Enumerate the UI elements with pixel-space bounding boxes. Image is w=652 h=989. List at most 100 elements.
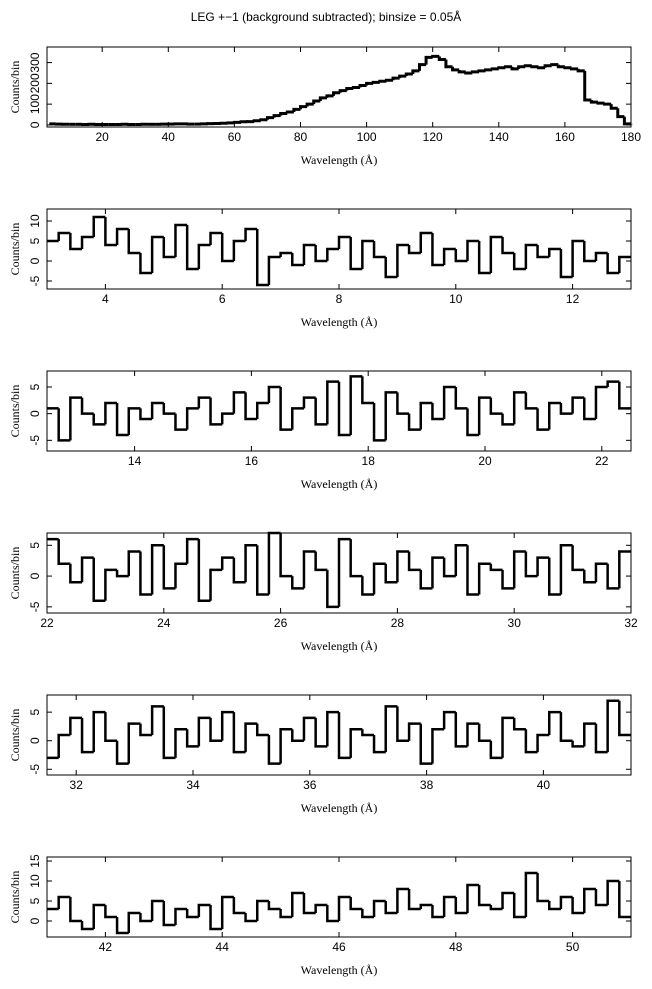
- step-segment: [571, 396, 585, 414]
- step-segment: [431, 403, 445, 421]
- step-segment: [477, 396, 491, 435]
- step-segment: [92, 903, 106, 929]
- step-segment: [361, 909, 375, 919]
- step-segment: [139, 913, 153, 923]
- step-segment: [451, 66, 460, 72]
- step-segment: [512, 391, 526, 425]
- x-tick-label: 38: [420, 778, 434, 792]
- step-segment: [454, 712, 468, 748]
- step-segment: [349, 237, 363, 271]
- step-segment: [536, 66, 546, 70]
- step-segment: [424, 55, 433, 65]
- x-tick-label: 60: [228, 130, 242, 144]
- step-segment: [497, 66, 506, 70]
- step-segment: [594, 889, 608, 907]
- x-tick-label: 20: [96, 130, 110, 144]
- step-segment: [92, 557, 106, 602]
- step-segment: [559, 895, 573, 909]
- step-segment: [162, 901, 176, 927]
- x-tick-label: 42: [99, 940, 113, 954]
- step-segment: [606, 699, 620, 753]
- x-tick-label: 12: [566, 292, 580, 306]
- step-segment: [185, 729, 199, 748]
- step-segment: [162, 706, 176, 760]
- step-segment: [384, 705, 398, 753]
- step-segment: [291, 729, 304, 742]
- step-segment: [618, 700, 631, 737]
- step-segment: [396, 392, 410, 415]
- step-segment: [419, 569, 433, 590]
- step-segment: [150, 899, 164, 921]
- step-segment: [174, 413, 188, 431]
- step-segment: [244, 227, 258, 241]
- x-tick-label: 100: [357, 130, 377, 144]
- step-segment: [547, 901, 561, 911]
- step-segment: [501, 569, 515, 590]
- step-segment: [272, 114, 281, 118]
- step-segment: [337, 895, 351, 921]
- step-segment: [466, 239, 480, 261]
- step-segment: [437, 56, 446, 61]
- x-tick-label: 22: [40, 616, 54, 630]
- step-segment: [150, 544, 164, 595]
- x-tick-label: 160: [555, 130, 575, 144]
- step-segment: [80, 556, 94, 583]
- step-segment: [606, 879, 620, 905]
- step-segment: [417, 63, 427, 71]
- y-axis-label: Counts/bin: [8, 709, 22, 762]
- step-segment: [57, 539, 71, 566]
- x-tick-label: 48: [449, 940, 463, 954]
- step-segment: [139, 408, 153, 421]
- step-segment: [372, 562, 386, 595]
- step-segment: [501, 237, 515, 255]
- step-segment: [302, 243, 316, 265]
- x-axis-label: Wavelength (Å): [301, 477, 378, 491]
- step-segment: [349, 375, 363, 435]
- step-segment: [220, 556, 234, 570]
- step-segment: [547, 557, 561, 596]
- x-tick-label: 34: [186, 778, 200, 792]
- step-segment: [291, 253, 304, 267]
- step-segment: [232, 712, 246, 754]
- step-segment: [470, 70, 479, 74]
- step-segment: [477, 885, 491, 907]
- step-segment: [372, 899, 386, 917]
- step-segment: [407, 722, 421, 741]
- step-segment: [407, 245, 421, 255]
- step-segment: [571, 740, 585, 748]
- step-segment: [361, 239, 375, 269]
- step-segment: [454, 249, 468, 263]
- step-segment: [431, 233, 445, 267]
- step-segment: [298, 105, 308, 110]
- step-segment: [209, 231, 223, 245]
- step-segment: [618, 381, 631, 410]
- step-segment: [442, 557, 456, 578]
- step-segment: [391, 76, 400, 81]
- x-axis-label: Wavelength (Å): [301, 639, 378, 653]
- step-segment: [477, 69, 486, 73]
- x-tick-label: 4: [102, 292, 109, 306]
- step-segment: [150, 235, 164, 273]
- step-segment: [464, 71, 473, 75]
- step-segment: [326, 569, 339, 609]
- step-segment: [349, 539, 363, 578]
- x-tick-label: 44: [216, 940, 230, 954]
- step-segment: [361, 576, 375, 596]
- x-tick-label: 30: [508, 616, 522, 630]
- x-tick-label: 28: [391, 616, 405, 630]
- step-segment: [466, 408, 480, 437]
- y-tick-label: 15: [28, 854, 42, 868]
- step-segment: [285, 110, 294, 114]
- y-tick-label: 0: [28, 121, 42, 128]
- step-segment: [209, 717, 223, 742]
- y-tick-label: 0: [28, 917, 42, 924]
- step-segment: [326, 905, 339, 923]
- step-segment: [606, 563, 620, 590]
- step-segment: [139, 253, 153, 275]
- step-segment: [255, 723, 269, 737]
- step-segment: [466, 883, 480, 913]
- step-segment: [220, 710, 234, 741]
- step-segment: [267, 385, 281, 403]
- step-segment: [524, 243, 538, 269]
- step-segment: [594, 723, 608, 754]
